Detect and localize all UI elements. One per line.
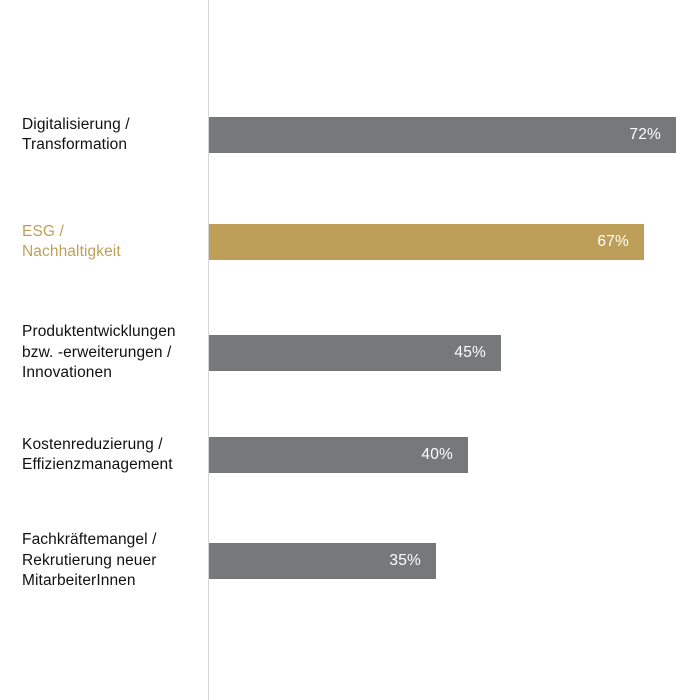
category-label: Digitalisierung / Transformation	[22, 115, 130, 154]
bar: 35%	[209, 543, 436, 579]
bar-value-label: 45%	[454, 344, 486, 361]
bar-value-label: 72%	[629, 126, 661, 143]
bar: 45%	[209, 335, 501, 371]
category-label: Kostenreduzierung / Effizienzmanagement	[22, 435, 173, 474]
category-label: ESG / Nachhaltigkeit	[22, 222, 121, 261]
bar-value-label: 40%	[421, 446, 453, 463]
category-label: Fachkräftemangel / Rekrutierung neuer Mi…	[22, 531, 157, 590]
bar-value-label: 35%	[389, 552, 421, 569]
bar: 40%	[209, 437, 468, 473]
category-label: Produktentwicklungen bzw. -erweiterungen…	[22, 323, 176, 382]
bar-value-label: 67%	[597, 233, 629, 250]
bar: 72%	[209, 117, 676, 153]
category-axis-line	[208, 0, 209, 700]
bar: 67%	[209, 224, 644, 260]
